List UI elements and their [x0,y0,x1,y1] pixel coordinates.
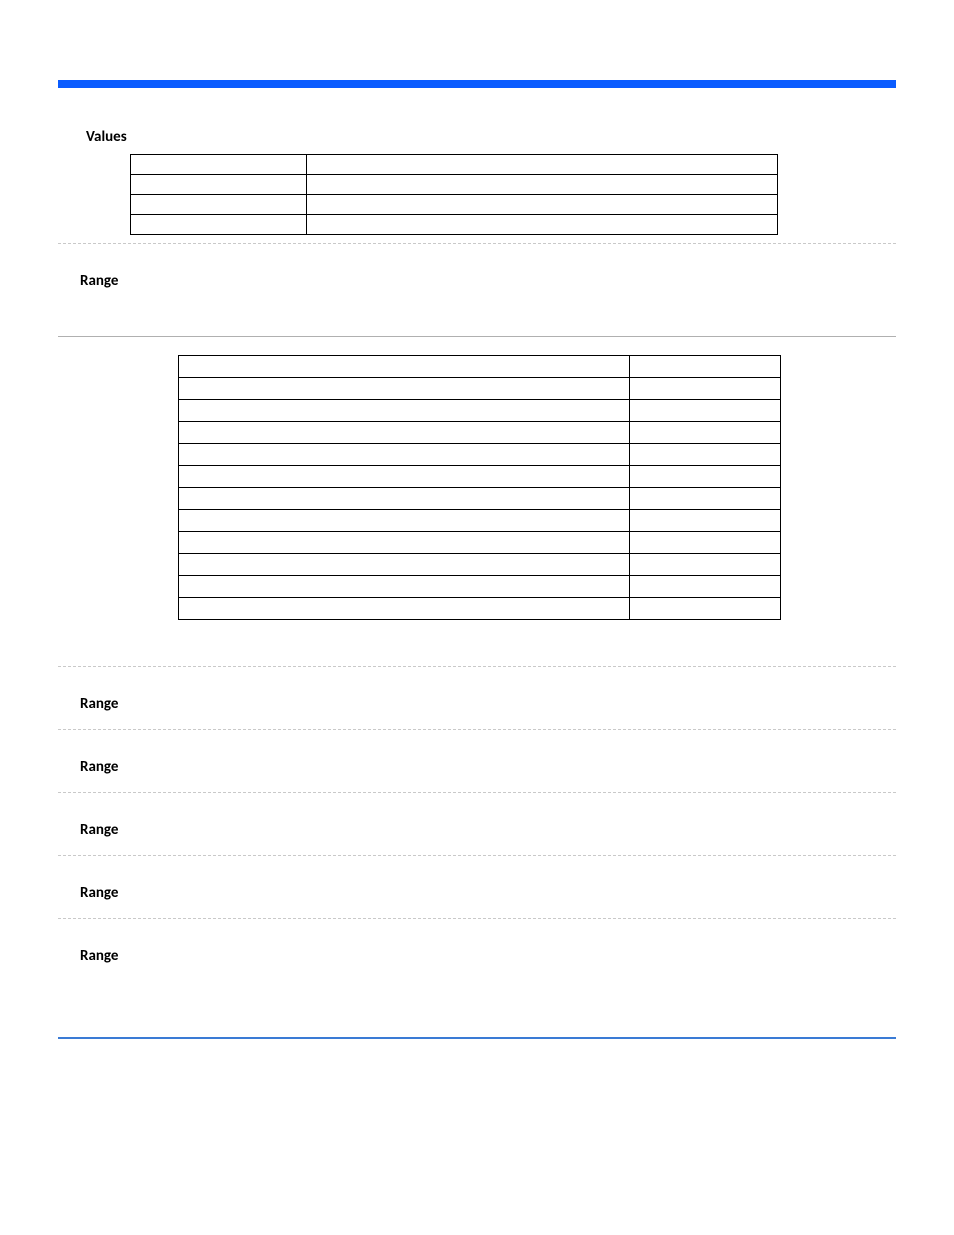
table-row [179,488,781,510]
table-cell [307,155,778,175]
table-cell [630,466,781,488]
table-cell [630,400,781,422]
table-cell [179,378,630,400]
values-table [130,154,778,235]
table-row [179,422,781,444]
table-row [179,466,781,488]
table-cell [179,532,630,554]
range-label: Range [80,884,896,902]
table-cell [630,576,781,598]
table-cell [630,356,781,378]
values-section: Values [58,128,896,235]
table-cell [630,488,781,510]
table-cell [179,488,630,510]
table-cell [307,175,778,195]
table-cell [630,554,781,576]
table-row [131,155,778,175]
table-cell [131,175,307,195]
table-row [179,598,781,620]
table-row [179,510,781,532]
table-cell [630,378,781,400]
table-row [179,532,781,554]
table-row [179,444,781,466]
table-cell [630,598,781,620]
range-underline [58,336,896,337]
range-section-6: Range [58,919,896,1037]
table-cell [630,444,781,466]
table-row [131,215,778,235]
table-cell [630,532,781,554]
table-cell [179,576,630,598]
table-cell [630,510,781,532]
range-table [178,355,781,620]
document-page: Values Range Range Range Range Range Ran… [0,0,954,1235]
range-label: Range [80,695,896,713]
table-cell [179,400,630,422]
table-cell [307,195,778,215]
table-row [179,356,781,378]
range-label: Range [80,758,896,776]
top-accent-bar [58,80,896,88]
table-cell [179,466,630,488]
table-row [179,378,781,400]
range-section-1: Range [58,244,896,620]
range-label: Range [80,821,896,839]
table-cell [131,215,307,235]
table-cell [179,554,630,576]
table-cell [630,422,781,444]
range-section-2: Range [58,667,896,713]
table-cell [179,510,630,532]
table-cell [179,422,630,444]
table-cell [179,444,630,466]
table-row [179,554,781,576]
bottom-accent-line [58,1037,896,1039]
table-cell [307,215,778,235]
spacer [58,620,896,666]
table-cell [179,356,630,378]
table-cell [179,598,630,620]
table-row [131,195,778,215]
range-section-5: Range [58,856,896,902]
values-label: Values [86,128,896,146]
table-row [131,175,778,195]
table-cell [131,155,307,175]
table-row [179,400,781,422]
range-section-3: Range [58,730,896,776]
range-label: Range [80,947,896,965]
range-label: Range [80,272,896,290]
table-cell [131,195,307,215]
range-section-4: Range [58,793,896,839]
table-row [179,576,781,598]
